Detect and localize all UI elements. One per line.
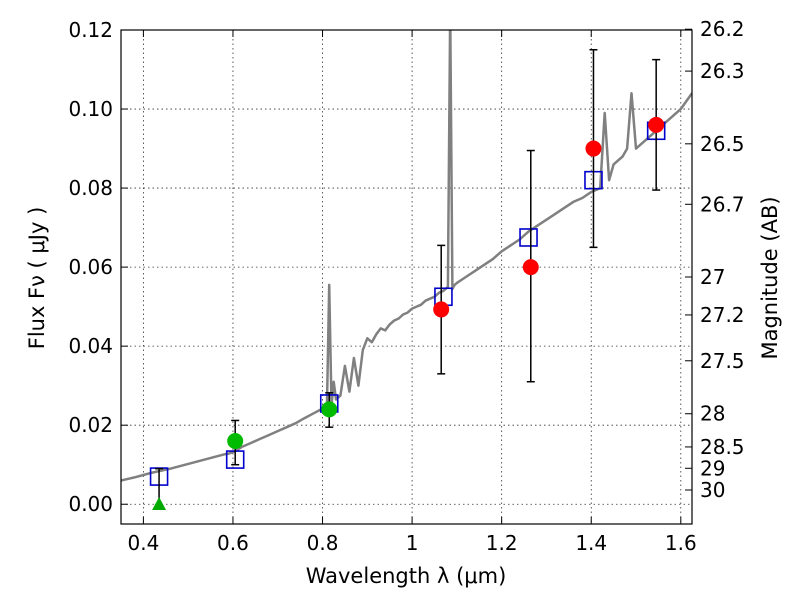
y2-tick-label: 26.2 [700,17,745,41]
y-tick-label: 0.06 [68,255,113,279]
observed-flux-point [321,401,338,418]
y2-tick-label: 28 [700,402,725,426]
plot-area [121,30,692,511]
observed-flux-point [433,301,450,318]
y2-tick-label: 26.7 [700,192,745,216]
y-tick-label: 0.10 [68,97,113,121]
x-tick-label: 0.6 [217,531,249,555]
x-axis-title: Wavelength λ (μm) [306,564,507,588]
x-tick-label: 0.4 [127,531,159,555]
y2-tick-label: 29 [700,456,725,480]
observed-flux-point [227,433,244,450]
y2-tick-label: 26.5 [700,132,745,156]
y-tick-label: 0.08 [68,176,113,200]
observed-flux-point [585,140,602,157]
y2-tick-label: 26.3 [700,59,745,83]
y-tick-label: 0.00 [68,492,113,516]
y2-tick-label: 30 [700,478,725,502]
y-tick-label: 0.12 [68,18,113,42]
x-tick-label: 1.2 [486,531,518,555]
axis-ticks: 0.4 0.6 0.8 1 1.2 1.4 1.6 0.00 0.02 0.04 0.06 0.08 0… [68,17,744,555]
observed-flux-point [648,116,665,133]
x-tick-label: 0.8 [307,531,339,555]
x-tick-label: 1.4 [575,531,607,555]
y2-tick-label: 27 [700,265,725,289]
y-tick-label: 0.02 [68,413,113,437]
y2-tick-label: 28.5 [700,435,745,459]
gridlines [121,29,692,524]
y-axis-title: Flux Fν ( μJy ) [25,207,49,350]
x-tick-label: 1.6 [665,531,697,555]
y2-tick-label: 27.5 [700,349,745,373]
upper-limit-marker [152,497,167,511]
plot-frame [120,29,693,525]
spectrum-line [121,30,692,482]
y-tick-label: 0.04 [68,334,113,358]
x-tick-label: 1 [406,531,419,555]
y2-tick-label: 27.2 [700,303,745,327]
model-flux-square [519,228,538,247]
y2-axis-title: Magnitude (AB) [758,196,782,359]
observed-flux-point [522,259,539,276]
